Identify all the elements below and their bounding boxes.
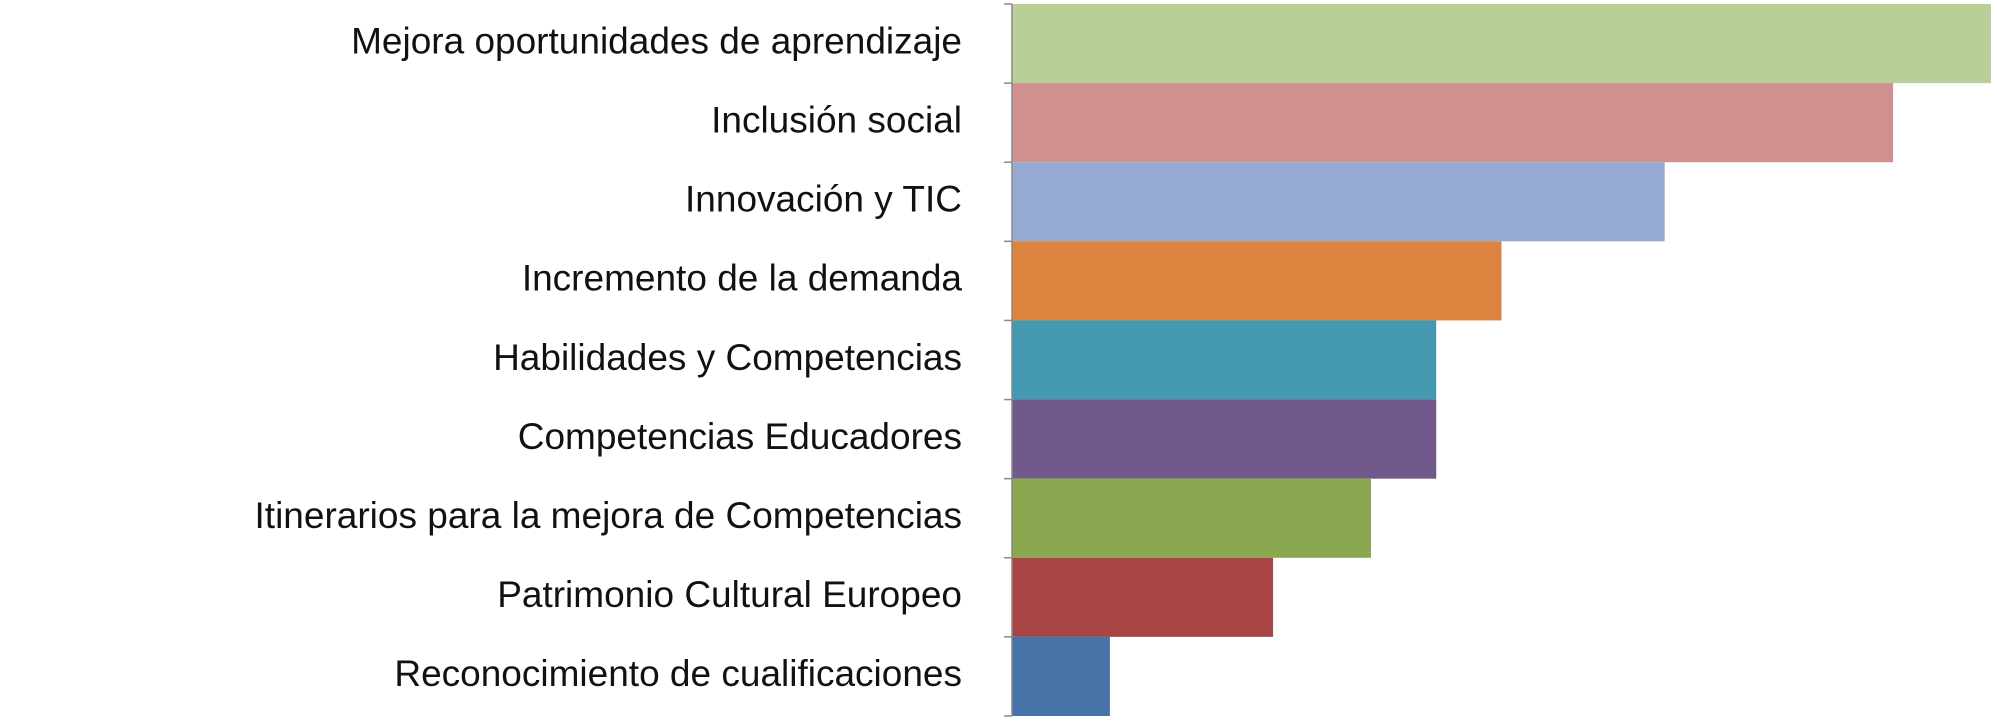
bar [1012, 478, 1371, 558]
bar [1012, 399, 1437, 479]
bar [1012, 83, 1894, 163]
bar [1012, 241, 1502, 321]
y-tick-label: Mejora oportunidades de aprendizaje [351, 20, 962, 61]
bar [1012, 162, 1665, 242]
y-tick-label: Reconocimiento de cualificaciones [394, 653, 962, 694]
y-tick-label: Habilidades y Competencias [493, 337, 962, 378]
bar [1012, 320, 1437, 400]
bar [1012, 636, 1110, 716]
bar [1012, 4, 1991, 84]
y-tick-label: Patrimonio Cultural Europeo [497, 574, 962, 615]
y-tick-label: Inclusión social [711, 99, 962, 140]
bar [1012, 557, 1274, 637]
y-tick-label: Incremento de la demanda [522, 258, 963, 299]
y-tick-label: Itinerarios para la mejora de Competenci… [255, 495, 962, 536]
y-tick-label: Innovación y TIC [685, 179, 962, 220]
y-tick-label: Competencias Educadores [518, 416, 962, 457]
